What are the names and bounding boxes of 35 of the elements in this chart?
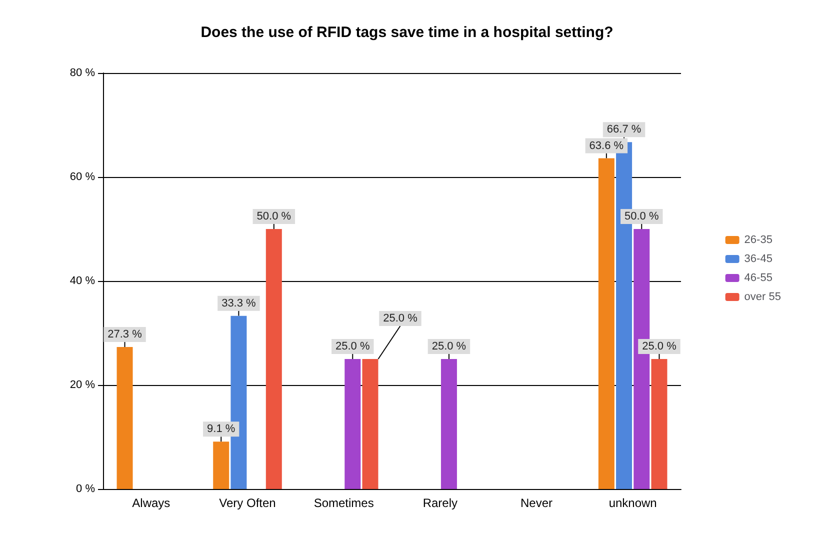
data-label: 50.0 % xyxy=(256,210,292,222)
bar xyxy=(598,158,614,489)
data-label: 25.0 % xyxy=(383,312,418,324)
data-label: 63.6 % xyxy=(589,140,624,152)
legend-label: 26-35 xyxy=(744,234,772,246)
x-tick-label: Very Often xyxy=(219,496,276,510)
x-tick-label: Sometimes xyxy=(314,496,374,510)
x-tick-label: Always xyxy=(132,496,170,510)
chart-title: Does the use of RFID tags save time in a hospital setting? xyxy=(200,24,614,41)
bar xyxy=(362,359,378,489)
legend-label: over 55 xyxy=(744,291,782,303)
legend-label: 36-45 xyxy=(744,253,772,265)
bar xyxy=(440,359,457,489)
y-tick-label: 80 % xyxy=(70,67,96,79)
y-tick-label: 20 % xyxy=(70,379,96,391)
bar xyxy=(213,442,230,489)
data-label: 33.3 % xyxy=(222,297,256,310)
x-tick-label: Never xyxy=(520,496,553,510)
bar xyxy=(266,229,282,489)
x-tick-label: unknown xyxy=(608,496,657,510)
data-label: 25.0 % xyxy=(336,340,370,352)
data-label: 9.1 % xyxy=(207,423,236,436)
y-tick-label: 40 % xyxy=(70,275,96,287)
y-tick-label: 60 % xyxy=(70,171,96,183)
data-label: 66.7 % xyxy=(606,124,642,136)
x-tick-label: Rarely xyxy=(422,496,458,510)
data-label: 25.0 % xyxy=(642,340,677,352)
data-label: 25.0 % xyxy=(432,340,466,352)
legend-label: 46-55 xyxy=(744,272,772,284)
data-label: 50.0 % xyxy=(624,210,659,222)
bar xyxy=(651,359,668,489)
bar xyxy=(344,359,361,489)
bar xyxy=(116,347,133,489)
data-label: 27.3 % xyxy=(108,328,142,341)
y-tick-label: 0 % xyxy=(76,483,96,495)
